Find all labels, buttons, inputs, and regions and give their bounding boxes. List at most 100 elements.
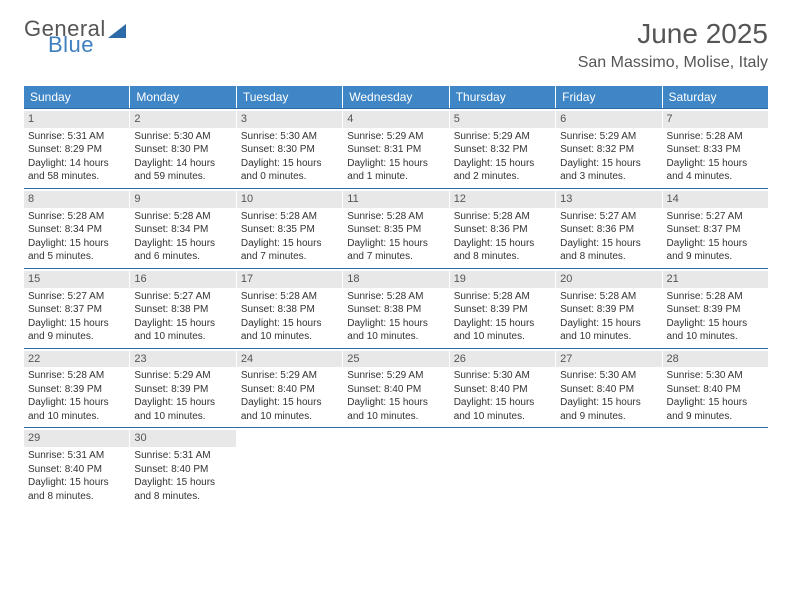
daylight-text: Daylight: 15 hours <box>134 237 231 251</box>
sunrise-text: Sunrise: 5:31 AM <box>28 130 125 144</box>
sunrise-text: Sunrise: 5:30 AM <box>560 369 657 383</box>
day-header-sun: Sunday <box>24 86 130 108</box>
daylight-text: and 10 minutes. <box>134 410 231 424</box>
sunset-text: Sunset: 8:39 PM <box>667 303 764 317</box>
day-number: 27 <box>556 351 661 368</box>
logo: General Blue <box>24 18 126 56</box>
daylight-text: and 58 minutes. <box>28 170 125 184</box>
day-cell: 2Sunrise: 5:30 AMSunset: 8:30 PMDaylight… <box>130 109 236 188</box>
sunset-text: Sunset: 8:40 PM <box>667 383 764 397</box>
day-number: 1 <box>24 111 129 128</box>
day-number: 3 <box>237 111 342 128</box>
daylight-text: Daylight: 15 hours <box>28 237 125 251</box>
day-cell: 17Sunrise: 5:28 AMSunset: 8:38 PMDayligh… <box>237 269 343 348</box>
daylight-text: Daylight: 14 hours <box>134 157 231 171</box>
sunset-text: Sunset: 8:34 PM <box>134 223 231 237</box>
day-cell: 25Sunrise: 5:29 AMSunset: 8:40 PMDayligh… <box>343 349 449 428</box>
sunrise-text: Sunrise: 5:27 AM <box>560 210 657 224</box>
day-header-wed: Wednesday <box>343 86 449 108</box>
daylight-text: and 10 minutes. <box>454 330 551 344</box>
sunset-text: Sunset: 8:34 PM <box>28 223 125 237</box>
day-cell: 13Sunrise: 5:27 AMSunset: 8:36 PMDayligh… <box>556 189 662 268</box>
daylight-text: and 8 minutes. <box>560 250 657 264</box>
day-number: 13 <box>556 191 661 208</box>
week-row: 15Sunrise: 5:27 AMSunset: 8:37 PMDayligh… <box>24 268 768 348</box>
day-header-thu: Thursday <box>450 86 556 108</box>
day-header-sat: Saturday <box>663 86 768 108</box>
sunrise-text: Sunrise: 5:31 AM <box>28 449 125 463</box>
day-number: 25 <box>343 351 448 368</box>
sunset-text: Sunset: 8:32 PM <box>454 143 551 157</box>
daylight-text: and 10 minutes. <box>560 330 657 344</box>
sunrise-text: Sunrise: 5:30 AM <box>667 369 764 383</box>
sunset-text: Sunset: 8:38 PM <box>347 303 444 317</box>
daylight-text: Daylight: 15 hours <box>241 237 338 251</box>
sunrise-text: Sunrise: 5:29 AM <box>241 369 338 383</box>
sunset-text: Sunset: 8:31 PM <box>347 143 444 157</box>
day-cell: 16Sunrise: 5:27 AMSunset: 8:38 PMDayligh… <box>130 269 236 348</box>
day-number: 14 <box>663 191 768 208</box>
logo-word-blue: Blue <box>48 34 126 56</box>
daylight-text: and 9 minutes. <box>28 330 125 344</box>
daylight-text: and 8 minutes. <box>134 490 231 504</box>
day-cell: 23Sunrise: 5:29 AMSunset: 8:39 PMDayligh… <box>130 349 236 428</box>
sunrise-text: Sunrise: 5:30 AM <box>241 130 338 144</box>
day-number: 18 <box>343 271 448 288</box>
day-number: 12 <box>450 191 555 208</box>
sunrise-text: Sunrise: 5:28 AM <box>241 210 338 224</box>
sunset-text: Sunset: 8:33 PM <box>667 143 764 157</box>
weeks-container: 1Sunrise: 5:31 AMSunset: 8:29 PMDaylight… <box>24 108 768 507</box>
day-number: 17 <box>237 271 342 288</box>
day-cell: 30Sunrise: 5:31 AMSunset: 8:40 PMDayligh… <box>130 428 236 507</box>
sunrise-text: Sunrise: 5:28 AM <box>667 130 764 144</box>
sunset-text: Sunset: 8:30 PM <box>134 143 231 157</box>
day-number: 30 <box>130 430 235 447</box>
day-header-tue: Tuesday <box>237 86 343 108</box>
daylight-text: and 10 minutes. <box>347 330 444 344</box>
daylight-text: Daylight: 15 hours <box>28 476 125 490</box>
sunset-text: Sunset: 8:39 PM <box>454 303 551 317</box>
day-cell: 1Sunrise: 5:31 AMSunset: 8:29 PMDaylight… <box>24 109 130 188</box>
daylight-text: Daylight: 15 hours <box>347 157 444 171</box>
daylight-text: and 9 minutes. <box>667 250 764 264</box>
daylight-text: and 7 minutes. <box>347 250 444 264</box>
day-cell: 4Sunrise: 5:29 AMSunset: 8:31 PMDaylight… <box>343 109 449 188</box>
day-cell: 14Sunrise: 5:27 AMSunset: 8:37 PMDayligh… <box>663 189 768 268</box>
sunset-text: Sunset: 8:35 PM <box>347 223 444 237</box>
sunrise-text: Sunrise: 5:29 AM <box>347 130 444 144</box>
daylight-text: and 10 minutes. <box>28 410 125 424</box>
daylight-text: and 5 minutes. <box>28 250 125 264</box>
sunrise-text: Sunrise: 5:31 AM <box>134 449 231 463</box>
daylight-text: Daylight: 15 hours <box>28 317 125 331</box>
month-title: June 2025 <box>578 18 768 50</box>
daylight-text: Daylight: 15 hours <box>560 396 657 410</box>
day-header-mon: Monday <box>130 86 236 108</box>
daylight-text: and 9 minutes. <box>560 410 657 424</box>
daylight-text: and 10 minutes. <box>241 410 338 424</box>
sunrise-text: Sunrise: 5:29 AM <box>134 369 231 383</box>
sunset-text: Sunset: 8:38 PM <box>134 303 231 317</box>
daylight-text: and 10 minutes. <box>667 330 764 344</box>
day-number: 10 <box>237 191 342 208</box>
daylight-text: and 59 minutes. <box>134 170 231 184</box>
sunset-text: Sunset: 8:40 PM <box>454 383 551 397</box>
sunrise-text: Sunrise: 5:28 AM <box>28 369 125 383</box>
day-cell: 6Sunrise: 5:29 AMSunset: 8:32 PMDaylight… <box>556 109 662 188</box>
daylight-text: and 8 minutes. <box>28 490 125 504</box>
daylight-text: Daylight: 15 hours <box>134 317 231 331</box>
day-number: 22 <box>24 351 129 368</box>
daylight-text: Daylight: 15 hours <box>560 157 657 171</box>
daylight-text: Daylight: 15 hours <box>347 396 444 410</box>
sunset-text: Sunset: 8:40 PM <box>28 463 125 477</box>
day-cell <box>663 428 768 507</box>
day-cell: 9Sunrise: 5:28 AMSunset: 8:34 PMDaylight… <box>130 189 236 268</box>
daylight-text: and 10 minutes. <box>134 330 231 344</box>
sunrise-text: Sunrise: 5:29 AM <box>347 369 444 383</box>
daylight-text: and 0 minutes. <box>241 170 338 184</box>
daylight-text: Daylight: 14 hours <box>28 157 125 171</box>
daylight-text: Daylight: 15 hours <box>454 157 551 171</box>
sunrise-text: Sunrise: 5:28 AM <box>28 210 125 224</box>
day-number: 7 <box>663 111 768 128</box>
day-header-row: Sunday Monday Tuesday Wednesday Thursday… <box>24 86 768 108</box>
sunrise-text: Sunrise: 5:28 AM <box>347 290 444 304</box>
